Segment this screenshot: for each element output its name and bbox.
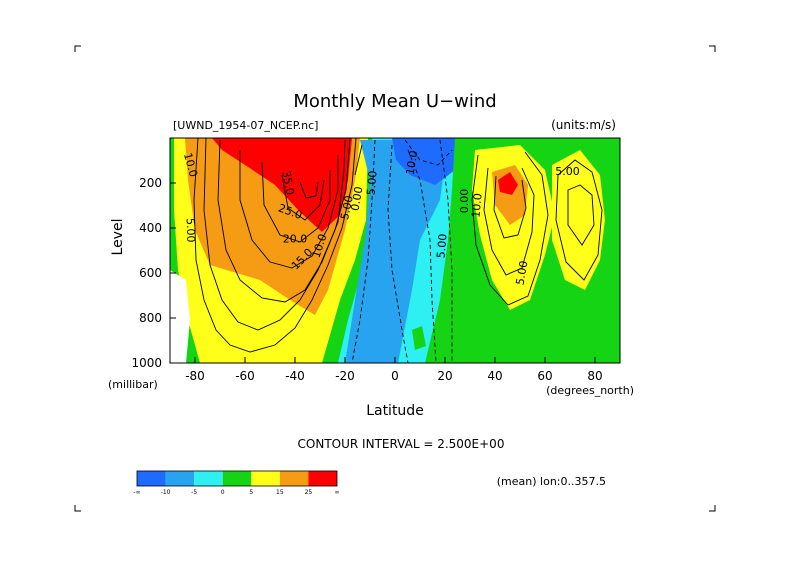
contour-interval-note: CONTOUR INTERVAL = 2.500E+00: [298, 437, 505, 451]
colorbar-label: 25: [305, 489, 313, 496]
contour-label: 10.0: [181, 151, 200, 178]
contour-line: [483, 167, 535, 276]
colorbar-label: ∞: [335, 489, 340, 496]
x-tick-label: 20: [437, 369, 452, 383]
dataset-label: [UWND_1954-07_NCEP.nc]: [173, 119, 318, 132]
contour-labels: 10.05.0035.025.020.015.010.05.000.005.00…: [181, 149, 580, 286]
x-axis: -80 -60 -40 -20 0 20 40 60 80: [185, 357, 603, 383]
contour-label: 5.00: [555, 165, 580, 178]
negative-contour-line: [439, 139, 453, 363]
colorbar-frame: [136, 470, 338, 487]
y-tick-label: 600: [139, 266, 162, 280]
colorbar-swatch: [165, 471, 195, 486]
negative-contour-line: [407, 149, 437, 363]
contour-line: [203, 138, 351, 331]
contour-label: 35.0: [279, 170, 296, 196]
y-tick-label: 400: [139, 221, 162, 235]
contour-label: 20.0: [283, 232, 308, 245]
colorbar-label: -5: [191, 489, 197, 496]
colorbar-label: 5: [249, 489, 253, 496]
negative-contour-line: [387, 144, 409, 363]
crop-mark-top-left: [74, 45, 81, 52]
y-tick-label: 800: [139, 311, 162, 325]
contour-line: [354, 144, 363, 176]
fill-band-north-jet-five: [472, 145, 555, 310]
contour-fill: [170, 138, 620, 363]
crop-mark-top-right: [709, 45, 716, 52]
negative-contour-lines: [351, 139, 453, 363]
contour-label: 5.00: [364, 170, 379, 196]
colorbar-swatch: [194, 471, 223, 486]
y-tick-label: 1000: [131, 356, 162, 370]
fill-band-north-jet-core: [498, 172, 518, 195]
fill-band-easterly-core: [345, 140, 448, 363]
contour-label: 5.00: [338, 194, 356, 221]
contour-line: [261, 161, 331, 243]
contour-line: [239, 150, 339, 269]
contour-line: [193, 138, 357, 353]
x-unit-label: (degrees_north): [546, 384, 634, 397]
mean-lon-note: (mean) lon:0..357.5: [497, 475, 606, 488]
contour-label: 5.00: [513, 260, 530, 286]
contour-line: [555, 159, 603, 281]
contour-lines: [193, 138, 603, 353]
contour-label: 5.00: [184, 218, 198, 243]
contour-label: 10.0: [403, 149, 420, 175]
colorbar-swatch: [308, 471, 337, 486]
y-axis-label: Level: [110, 219, 126, 256]
x-tick-label: 40: [487, 369, 502, 383]
crop-mark-bottom-left: [74, 505, 81, 512]
x-axis-label: Latitude: [366, 403, 424, 419]
y-tick-label: 200: [139, 176, 162, 190]
colorbar-label: 0: [221, 489, 225, 496]
contour-line: [493, 175, 527, 239]
crop-marks: [74, 45, 716, 512]
x-tick-label: -80: [185, 369, 205, 383]
contour-line: [567, 184, 595, 246]
y-unit-label: (millibar): [108, 378, 158, 391]
colorbar-swatch: [222, 471, 252, 486]
colorbar-label: -∞: [133, 489, 140, 496]
y-axis: 200 400 600 800 1000: [131, 176, 176, 370]
crop-mark-bottom-right: [709, 505, 716, 512]
x-tick-label: -40: [285, 369, 305, 383]
contour-line: [217, 139, 346, 303]
contour-label: 0.00: [348, 185, 365, 211]
x-tick-label: 0: [391, 369, 399, 383]
contour-line: [281, 174, 325, 221]
contour-label: 0.00: [458, 189, 471, 214]
colorbar-swatch: [251, 471, 280, 486]
chart-title: Monthly Mean U−wind: [293, 91, 496, 112]
contour-label: 5.00: [434, 233, 449, 259]
x-tick-label: 80: [587, 369, 602, 383]
fill-missing-antarctic: [170, 270, 190, 363]
units-label: (units:m/s): [551, 118, 616, 132]
contour-label: 10.0: [469, 193, 484, 219]
x-tick-label: 60: [537, 369, 552, 383]
colorbar-swatch: [279, 471, 309, 486]
negative-contour-line: [351, 139, 376, 363]
fill-patch-equatorial: [412, 326, 426, 350]
contour-line: [299, 181, 319, 199]
colorbar-label: 15: [276, 489, 284, 496]
colorbar-label: -10: [161, 489, 171, 496]
colorbar-swatch: [137, 471, 166, 486]
x-tick-label: -20: [335, 369, 355, 383]
x-tick-label: -60: [235, 369, 255, 383]
contour-line: [471, 151, 549, 306]
colorbar: -∞ -10 -5 0 5 15 25 ∞: [133, 470, 340, 496]
fill-band-polar-five: [552, 150, 605, 290]
